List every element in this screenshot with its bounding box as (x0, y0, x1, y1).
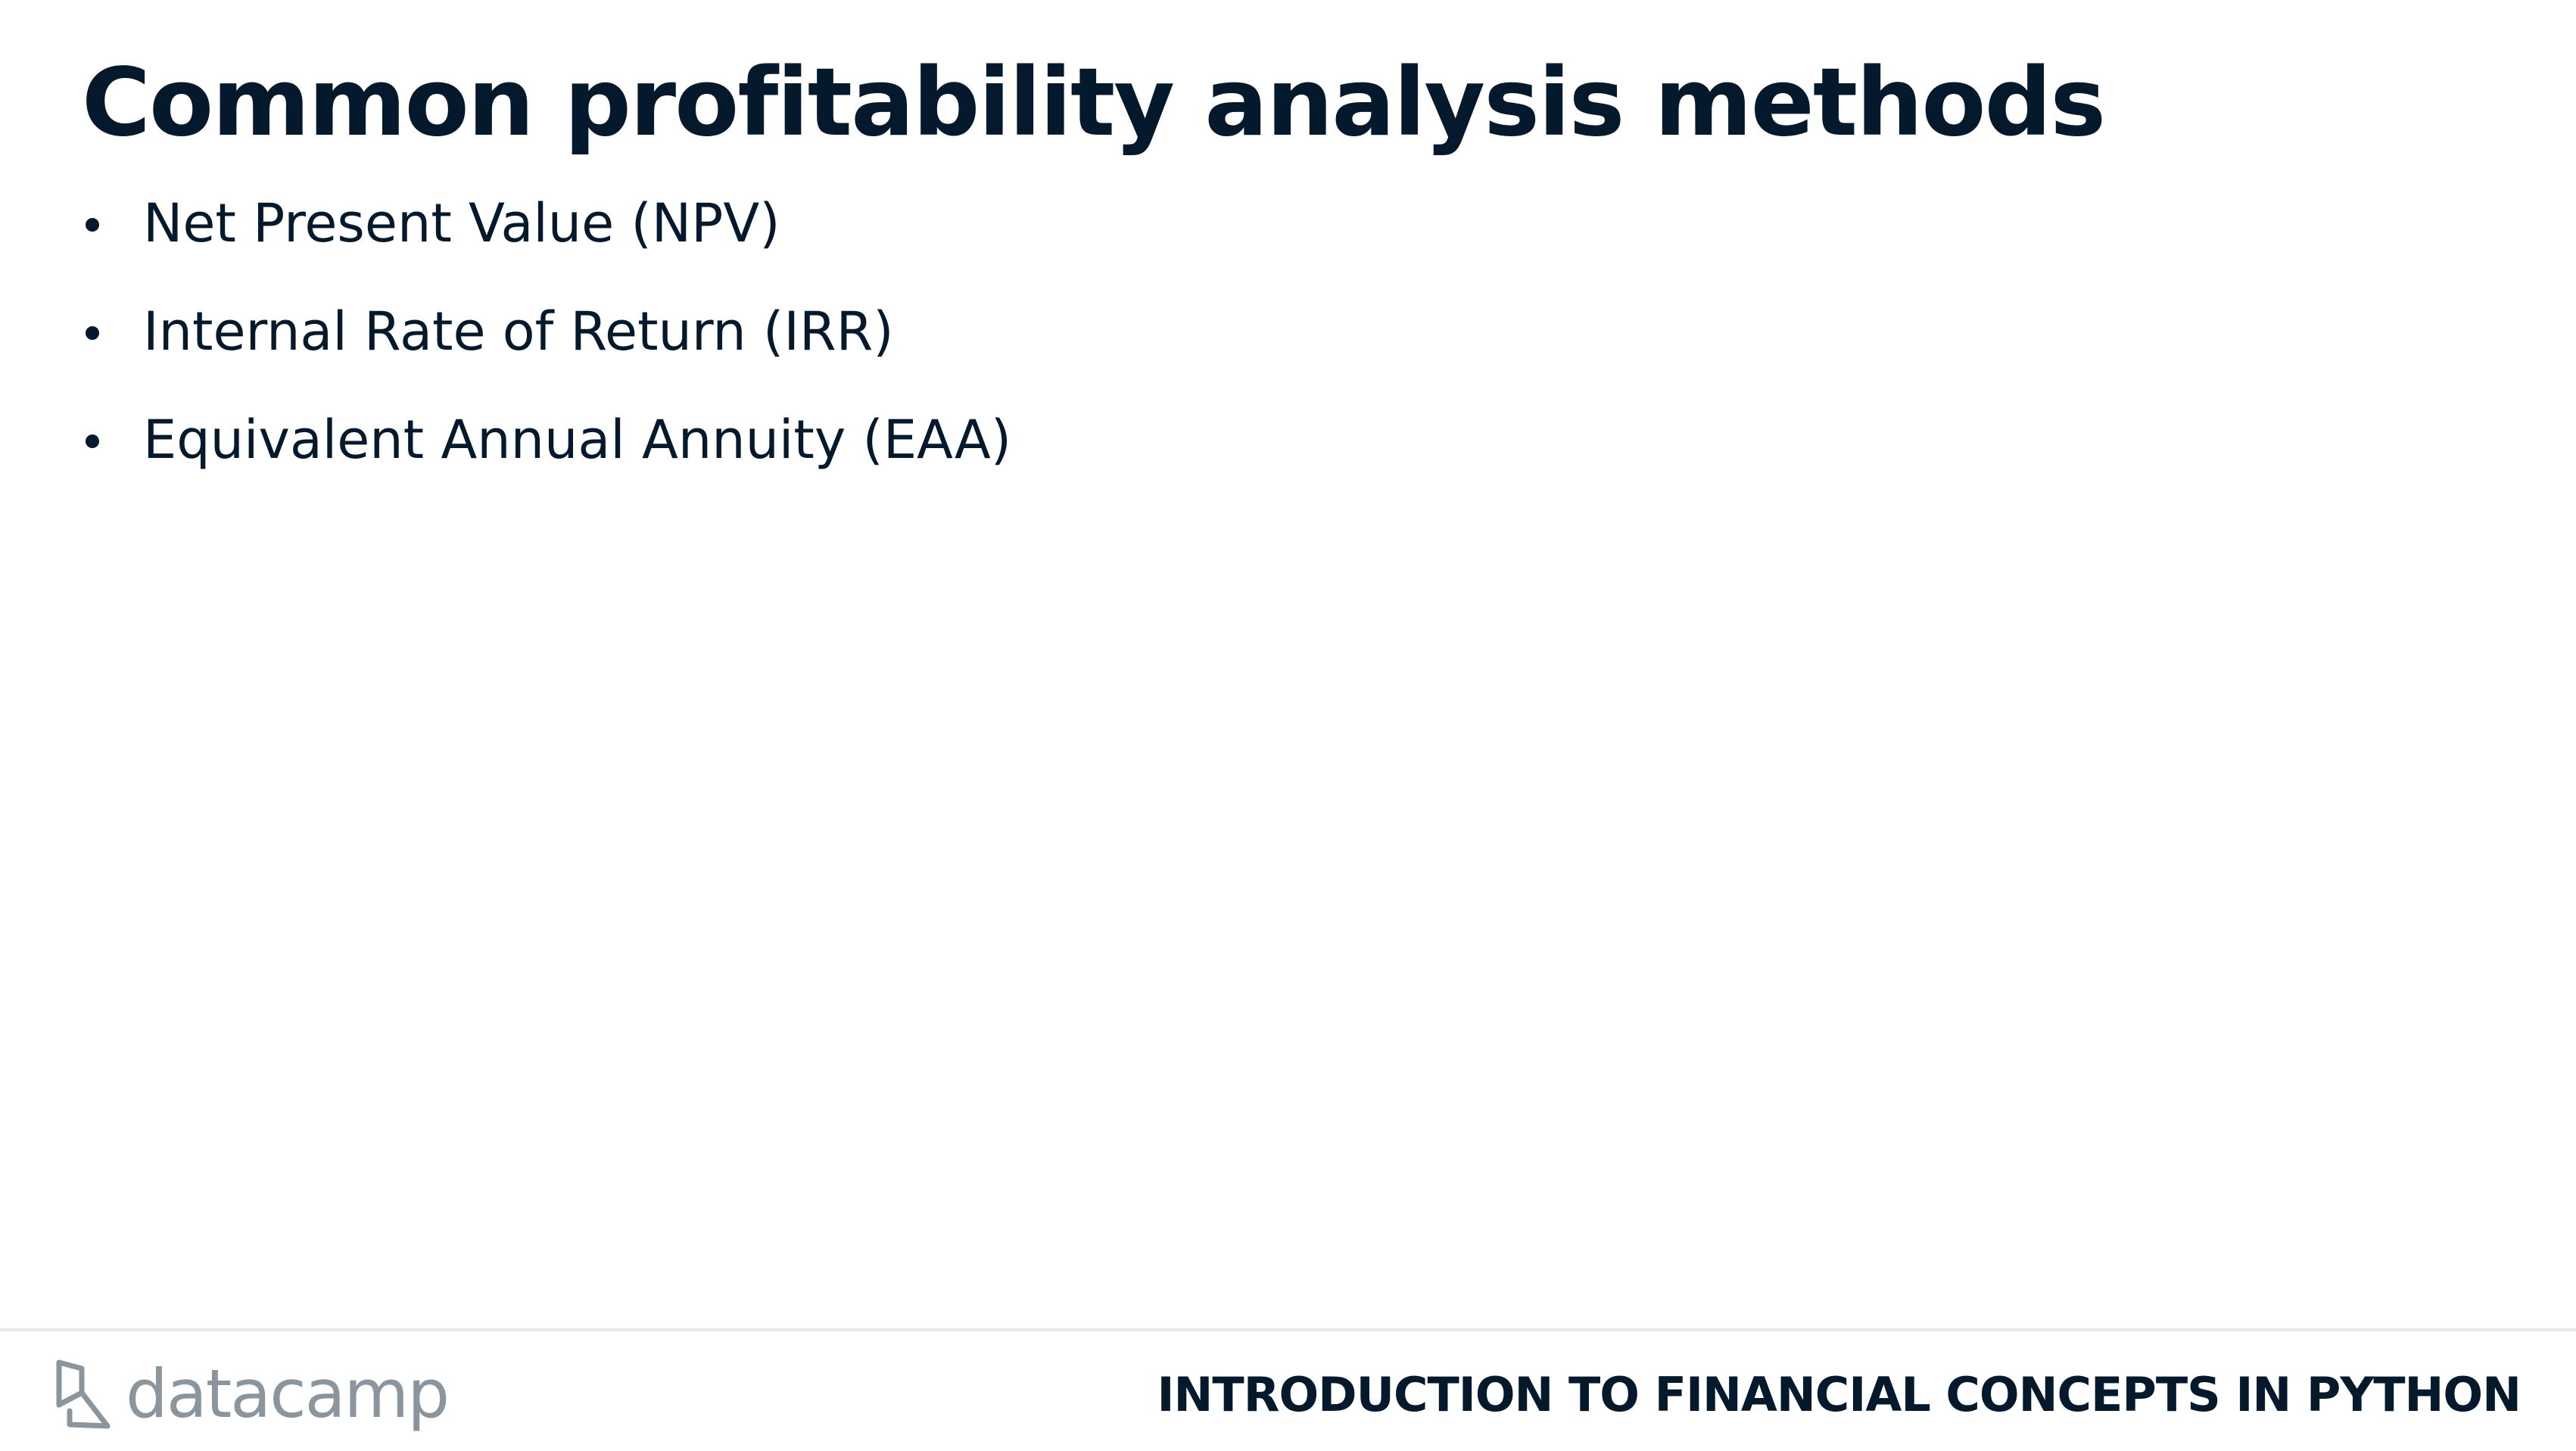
slide-footer: datacamp INTRODUCTION TO FINANCIAL CONCE… (0, 1328, 2576, 1451)
course-title: INTRODUCTION TO FINANCIAL CONCEPTS IN PY… (1157, 1367, 2521, 1422)
bullet-dot-icon (86, 218, 99, 232)
bullet-text: Equivalent Annual Annuity (EAA) (143, 409, 1012, 471)
datacamp-logo: datacamp (53, 1353, 450, 1436)
bullet-item: Equivalent Annual Annuity (EAA) (82, 406, 1011, 474)
bullet-list: Net Present Value (NPV) Internal Rate of… (82, 189, 1011, 514)
datacamp-logo-icon (56, 1359, 111, 1429)
bullet-text: Net Present Value (NPV) (143, 192, 780, 254)
slide-title: Common profitability analysis methods (82, 48, 2106, 157)
bullet-item: Internal Rate of Return (IRR) (82, 297, 1011, 366)
logo-text: datacamp (126, 1355, 450, 1433)
bullet-item: Net Present Value (NPV) (82, 189, 1011, 257)
bullet-text: Internal Rate of Return (IRR) (143, 300, 894, 363)
bullet-dot-icon (86, 326, 99, 340)
bullet-dot-icon (86, 434, 99, 448)
